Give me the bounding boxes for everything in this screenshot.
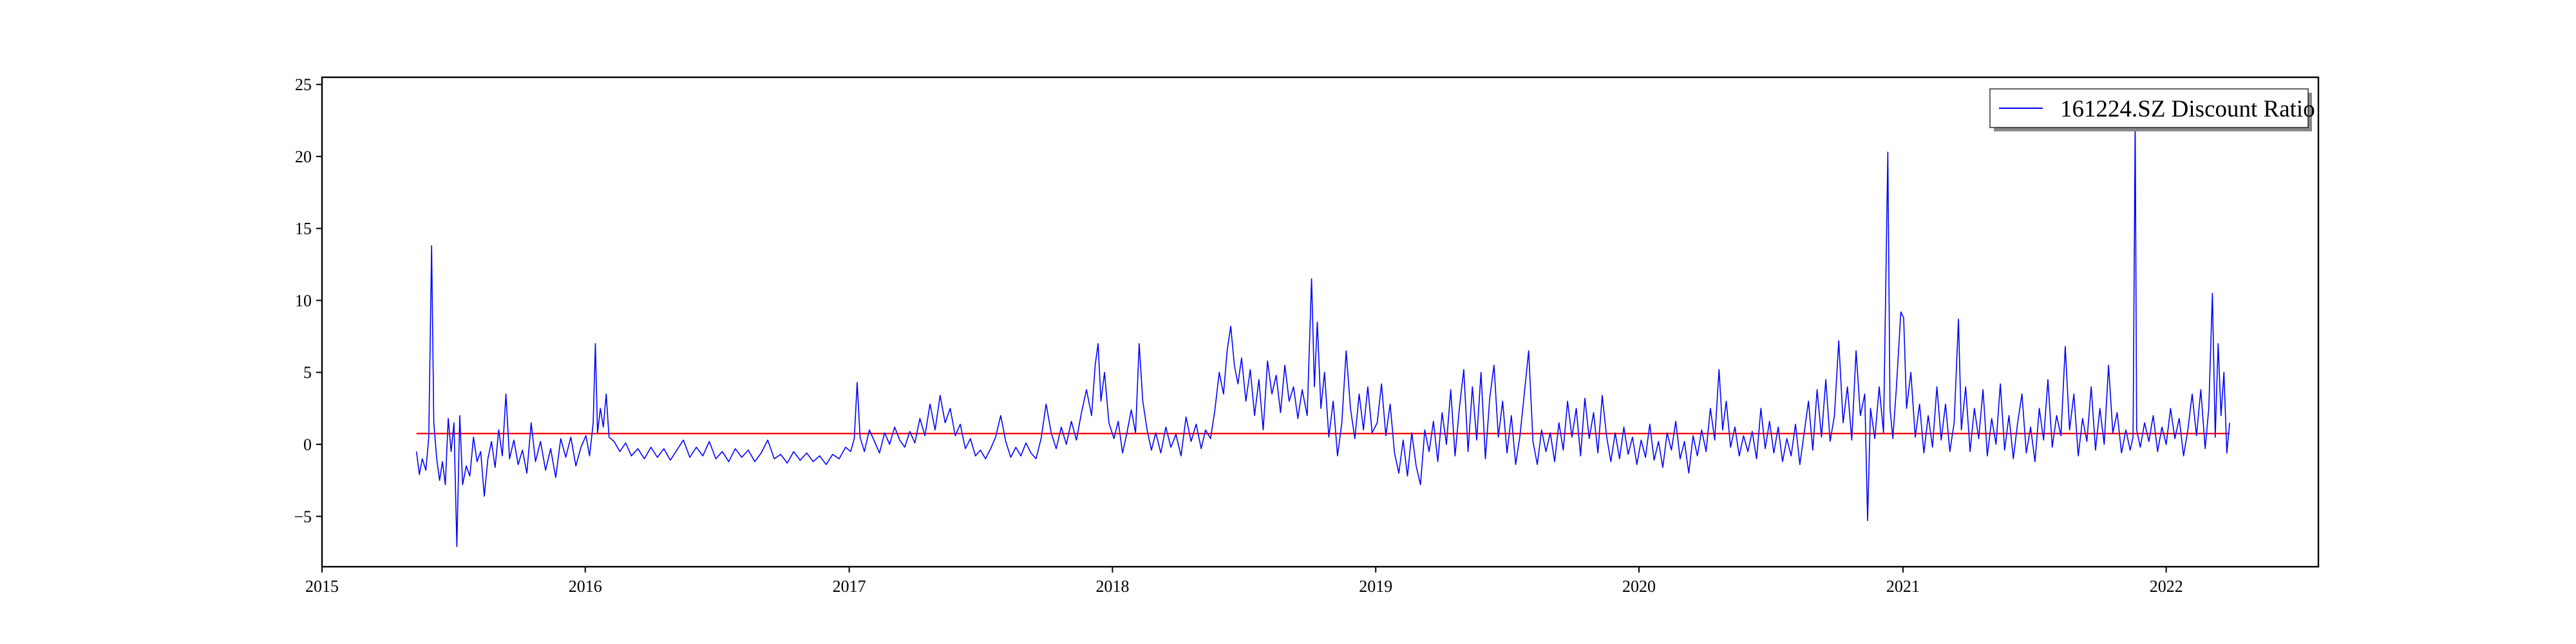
- x-tick-label: 2018: [1095, 577, 1129, 596]
- legend-box: [1989, 88, 2309, 128]
- y-tick-label: 25: [295, 75, 312, 94]
- y-tick-label: 0: [303, 435, 312, 454]
- x-tick-label: 2015: [305, 577, 339, 596]
- y-tick-label: 10: [295, 291, 312, 310]
- plot-frame: [321, 76, 2320, 568]
- y-axis: −5 0 5 10 15 20 25: [294, 75, 322, 526]
- y-tick-label: 5: [303, 363, 312, 382]
- x-axis: 2015 2016 2017 2018 2019 2020 2021 2022: [305, 567, 2183, 596]
- legend-label-discount-ratio: 161224.SZ Discount Ratio: [2060, 96, 2315, 122]
- x-tick-label: 2021: [1886, 577, 1920, 596]
- y-tick-label: −5: [294, 507, 312, 526]
- y-tick-label: 20: [295, 147, 312, 166]
- y-tick-label: 15: [295, 220, 312, 238]
- x-tick-label: 2017: [833, 577, 866, 596]
- x-tick-label: 2020: [1622, 577, 1656, 596]
- x-tick-label: 2019: [1359, 577, 1392, 596]
- x-tick-label: 2016: [569, 577, 602, 596]
- legend: 161224.SZ Discount Ratio: [1989, 88, 2315, 131]
- series-line-discount-ratio: [415, 120, 2230, 547]
- plot-area: [322, 77, 2318, 567]
- x-tick-label: 2022: [2150, 577, 2183, 596]
- series-layer: [415, 120, 2230, 547]
